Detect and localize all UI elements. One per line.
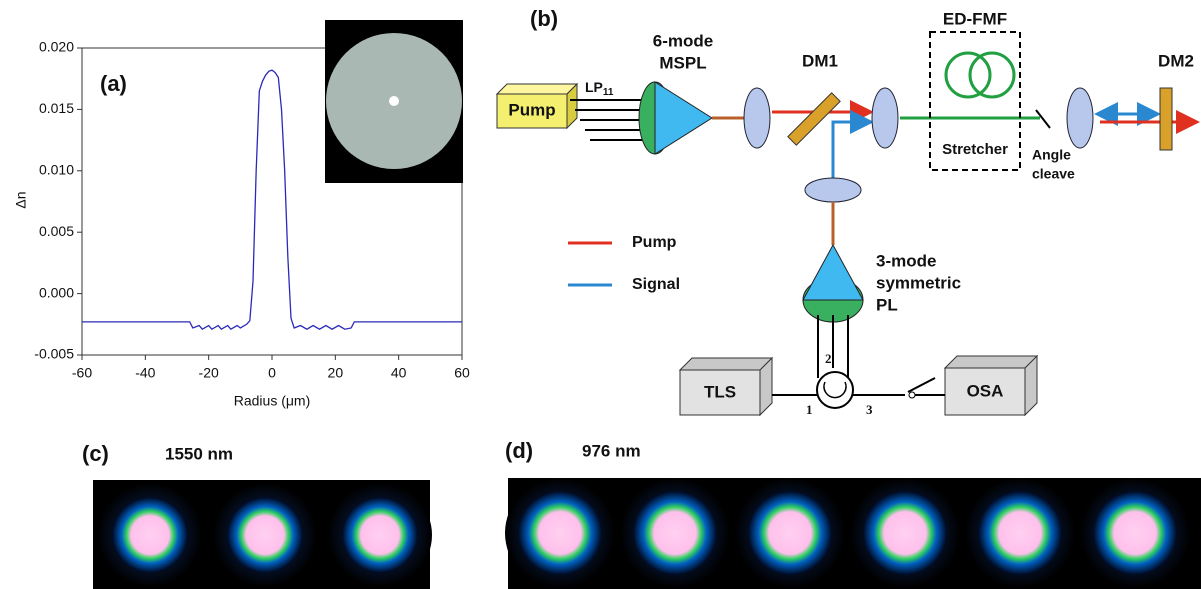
x-tick-label: 40 <box>391 365 407 381</box>
fiber-loop <box>946 53 990 97</box>
dm1-label: DM1 <box>802 51 838 70</box>
y-tick-label: 0.010 <box>39 162 74 178</box>
signal-beam <box>833 122 868 180</box>
x-tick-label: -60 <box>72 365 92 381</box>
mode-pattern <box>342 497 418 573</box>
chart-a: (a) Radius (μm) Δn -0.005 0.000 0.005 0.010… <box>13 20 470 409</box>
pl-label: symmetric <box>876 273 961 292</box>
panel-label: (b) <box>530 6 558 31</box>
cleave-label: Angle <box>1032 147 1071 163</box>
fibers <box>772 378 945 395</box>
panel-label: (c) <box>82 441 109 466</box>
tls-label: TLS <box>704 382 736 401</box>
cleave-label: cleave <box>1032 166 1075 182</box>
ed-fmf-label: ED-FMF <box>943 9 1007 28</box>
mspl-label: 6-mode <box>653 31 713 50</box>
port-label: 1 <box>806 402 813 417</box>
stretcher-label: Stretcher <box>942 141 1008 158</box>
diagram-b: (b) Pump LP11 6-mode MSPL DM1 ED-FMF Str… <box>497 6 1194 417</box>
mode-pattern <box>633 491 717 575</box>
osa-label: OSA <box>967 381 1004 400</box>
pl-cone <box>803 245 863 300</box>
legend-label: Pump <box>632 234 677 251</box>
box-top <box>497 84 577 94</box>
mode-images: (c) 1550 nm (d) 976 nm <box>82 438 1201 589</box>
dm2 <box>1160 88 1172 150</box>
x-tick-label: -40 <box>135 365 155 381</box>
lens <box>744 88 770 148</box>
mode-pattern <box>1093 491 1177 575</box>
x-tick-label: 20 <box>328 365 344 381</box>
y-tick-label: 0.020 <box>39 39 74 55</box>
mode-pattern <box>227 497 303 573</box>
figure: (a) Radius (μm) Δn -0.005 0.000 0.005 0.010… <box>0 0 1201 589</box>
switch <box>909 392 915 398</box>
panel-label: (a) <box>100 71 127 96</box>
y-tick-label: 0.015 <box>39 100 74 116</box>
circulator <box>817 372 853 408</box>
mode-pattern <box>748 491 832 575</box>
lens <box>1067 88 1093 148</box>
x-tick-label: 0 <box>268 365 276 381</box>
pl-label: PL <box>876 295 898 314</box>
lens <box>805 178 861 202</box>
wavelength: 1550 nm <box>165 444 233 463</box>
mode-pattern <box>978 491 1062 575</box>
dm2-label: DM2 <box>1158 51 1194 70</box>
mode-pattern <box>863 491 947 575</box>
pump-box-label: Pump <box>508 100 555 119</box>
fiber-loop <box>970 53 1014 97</box>
lp-sub: 11 <box>603 87 614 98</box>
port-label: 3 <box>866 402 873 417</box>
y-tick-label: 0.000 <box>39 284 74 300</box>
pl-label: 3-mode <box>876 251 936 270</box>
x-axis-label: Radius (μm) <box>234 393 311 409</box>
mspl-label: MSPL <box>659 53 706 72</box>
pl-cone <box>655 82 712 154</box>
mode-pattern <box>518 491 602 575</box>
y-axis-label: Δn <box>13 191 29 208</box>
y-tick-label: 0.005 <box>39 223 74 239</box>
fiber-core <box>389 96 399 106</box>
y-tick-label: -0.005 <box>34 346 74 362</box>
lp-main: LP <box>585 79 603 95</box>
mode-pattern <box>112 497 188 573</box>
x-tick-label: -20 <box>199 365 219 381</box>
x-tick-label: 60 <box>454 365 470 381</box>
panel-label: (d) <box>505 438 533 463</box>
port-label: 2 <box>825 351 832 366</box>
fibers <box>818 315 848 378</box>
lens <box>872 88 898 148</box>
lp-label: LP11 <box>585 79 614 98</box>
legend-label: Signal <box>632 276 680 293</box>
wavelength: 976 nm <box>582 441 641 460</box>
